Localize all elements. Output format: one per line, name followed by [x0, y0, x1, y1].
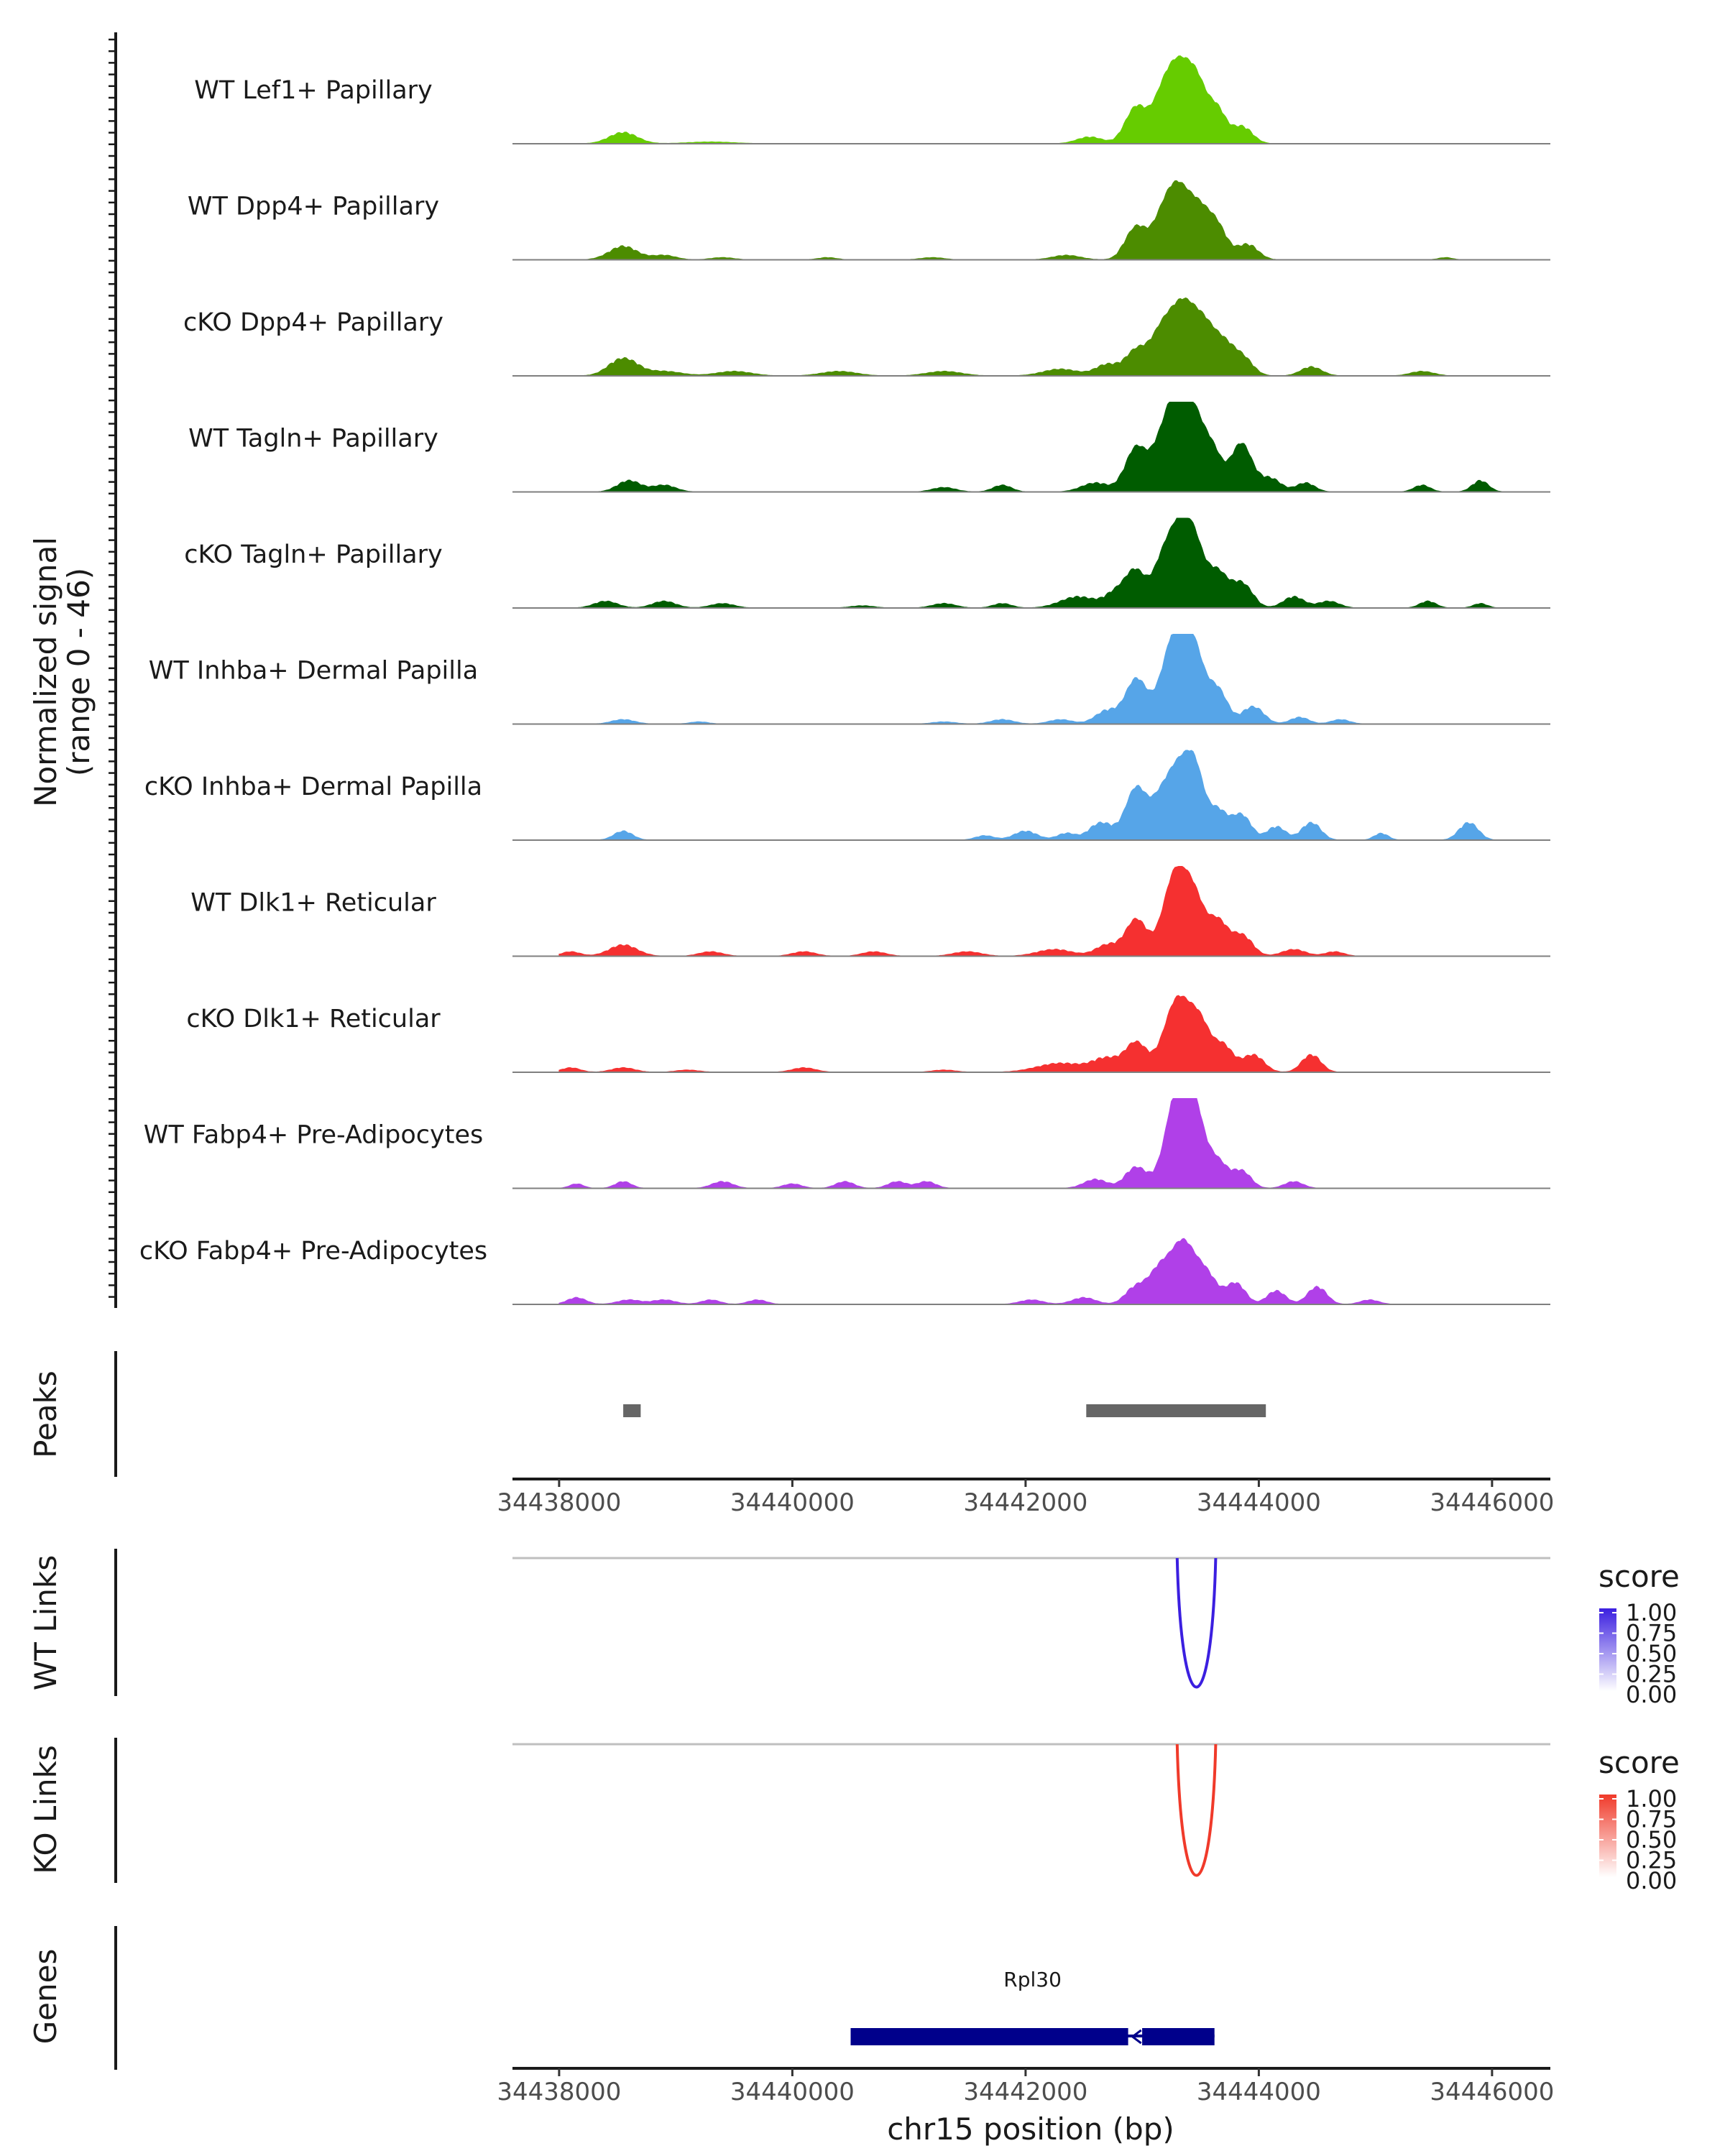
score-legend-tick-label: 0.50 [1626, 1640, 1677, 1667]
coverage-track-label: WT Inhba+ Dermal Papilla [149, 657, 478, 686]
x-axis-title: chr15 position (bp) [887, 2111, 1174, 2147]
score-legend-colorbar [1599, 1795, 1616, 1877]
peak-region [1086, 1404, 1266, 1417]
coverage-track-label: cKO Tagln+ Papillary [184, 540, 443, 569]
gene-exon-block [850, 2028, 1128, 2045]
coverage-area [558, 297, 1504, 377]
peaks-track-label: Peaks [28, 1370, 63, 1458]
x-axis-top-tick-label: 34440000 [730, 1488, 855, 1517]
score-legend-tick-label: 0.25 [1626, 1661, 1677, 1688]
coverage-track: cKO Inhba+ Dermal Papilla [144, 750, 1550, 841]
score-legend-tick-label: 0.50 [1626, 1826, 1677, 1853]
coverage-track: cKO Dlk1+ Reticular [186, 995, 1550, 1073]
coverage-track-label: cKO Fabp4+ Pre-Adipocytes [139, 1237, 487, 1266]
coverage-track: WT Lef1+ Papillary [194, 55, 1550, 144]
x-axis-bottom-tick-label: 34444000 [1197, 2078, 1321, 2106]
wt-links-track-label: WT Links [28, 1555, 63, 1690]
score-legend-title: score [1598, 1559, 1680, 1594]
genes-track-label: Genes [28, 1949, 63, 2045]
x-axis-bottom-tick-label: 34442000 [963, 2078, 1087, 2106]
coverage-area [558, 55, 1504, 144]
coverage-area [558, 866, 1504, 957]
coverage-track: WT Dpp4+ Papillary [188, 180, 1550, 261]
coverage-y-label: Normalized signal [28, 537, 63, 807]
coverage-track: WT Tagln+ Papillary [188, 402, 1550, 493]
gene-model: Rpl30 [850, 1968, 1215, 2045]
score-legend-tick-label: 0.00 [1626, 1867, 1677, 1894]
coverage-track: cKO Fabp4+ Pre-Adipocytes [139, 1237, 1550, 1305]
peaks-track [114, 1351, 1266, 1477]
x-axis-top-tick-label: 34444000 [1197, 1488, 1321, 1517]
ko-links-track-label: KO Links [28, 1745, 63, 1874]
x-axis-bottom: 34438000 34440000 34442000 34444000 34446000 [497, 2067, 1554, 2106]
coverage-track: WT Inhba+ Dermal Papilla [149, 634, 1550, 725]
coverage-area [558, 180, 1504, 260]
genes-track: Rpl30 [114, 1926, 1215, 2070]
score-legend-tick-label: 0.00 [1626, 1681, 1677, 1708]
coverage-area [558, 750, 1504, 841]
score-legend: score 1.000.750.500.250.00 [1598, 1559, 1680, 1708]
coverage-track: cKO Dpp4+ Papillary [183, 297, 1550, 377]
score-legend-colorbar [1599, 1608, 1616, 1691]
coverage-track-label: cKO Dlk1+ Reticular [186, 1005, 441, 1033]
score-legend-tick-label: 1.00 [1626, 1599, 1677, 1626]
gene-strand-arrow [1131, 2029, 1142, 2045]
x-axis-top-tick-label: 34446000 [1430, 1488, 1554, 1517]
coverage-track-label: WT Dpp4+ Papillary [188, 193, 439, 221]
x-axis-top-tick-label: 34442000 [963, 1488, 1087, 1517]
x-axis-bottom-tick-label: 34446000 [1430, 2078, 1554, 2106]
links-tracks: score1.000.750.500.250.00score1.000.750.… [114, 1549, 1680, 1894]
coverage-track-label: cKO Inhba+ Dermal Papilla [144, 773, 482, 801]
coverage-track-label: WT Lef1+ Papillary [194, 76, 433, 105]
score-legend-title: score [1598, 1745, 1680, 1780]
score-legend-tick-label: 0.75 [1626, 1806, 1677, 1833]
score-legend-tick-label: 1.00 [1626, 1785, 1677, 1812]
coverage-track-label: WT Tagln+ Papillary [188, 425, 438, 453]
coverage-track-label: WT Fabp4+ Pre-Adipocytes [144, 1121, 483, 1150]
x-axis-top-tick-label: 34438000 [497, 1488, 621, 1517]
peak-region [623, 1404, 641, 1417]
coverage-area [558, 1238, 1504, 1305]
gene-name-label: Rpl30 [1003, 1968, 1062, 1991]
coverage-track: cKO Tagln+ Papillary [184, 517, 1550, 609]
x-axis-top: 34438000 34440000 34442000 34444000 34446000 [497, 1478, 1554, 1517]
coverage-track-label: WT Dlk1+ Reticular [190, 889, 436, 918]
coverage-y-range: (range 0 - 46) [61, 568, 96, 776]
coverage-area [558, 634, 1504, 724]
coverage-track: WT Fabp4+ Pre-Adipocytes [144, 1098, 1550, 1189]
gene-exon-block [1142, 2028, 1215, 2045]
link-arc [1175, 1557, 1218, 1689]
coverage-track-label: cKO Dpp4+ Papillary [183, 308, 443, 337]
links-track: score 1.000.750.500.250.00 [114, 1738, 1680, 1894]
links-track: score 1.000.750.500.250.00 [114, 1549, 1680, 1708]
score-legend: score 1.000.750.500.250.00 [1598, 1745, 1680, 1894]
coverage-tracks: WT Lef1+ Papillary WT Dpp4+ Papillary cKO … [139, 55, 1550, 1305]
score-legend-tick-label: 0.25 [1626, 1847, 1677, 1874]
coverage-track: WT Dlk1+ Reticular [190, 866, 1550, 957]
score-legend-tick-label: 0.75 [1626, 1620, 1677, 1647]
x-axis-bottom-tick-label: 34440000 [730, 2078, 855, 2106]
coverage-area [558, 402, 1504, 492]
x-axis-bottom-tick-label: 34438000 [497, 2078, 621, 2106]
coverage-y-axis [109, 32, 117, 1308]
coverage-area [558, 1098, 1504, 1189]
link-arc [1175, 1743, 1218, 1877]
coverage-area [558, 995, 1504, 1073]
coverage-area [558, 517, 1504, 609]
